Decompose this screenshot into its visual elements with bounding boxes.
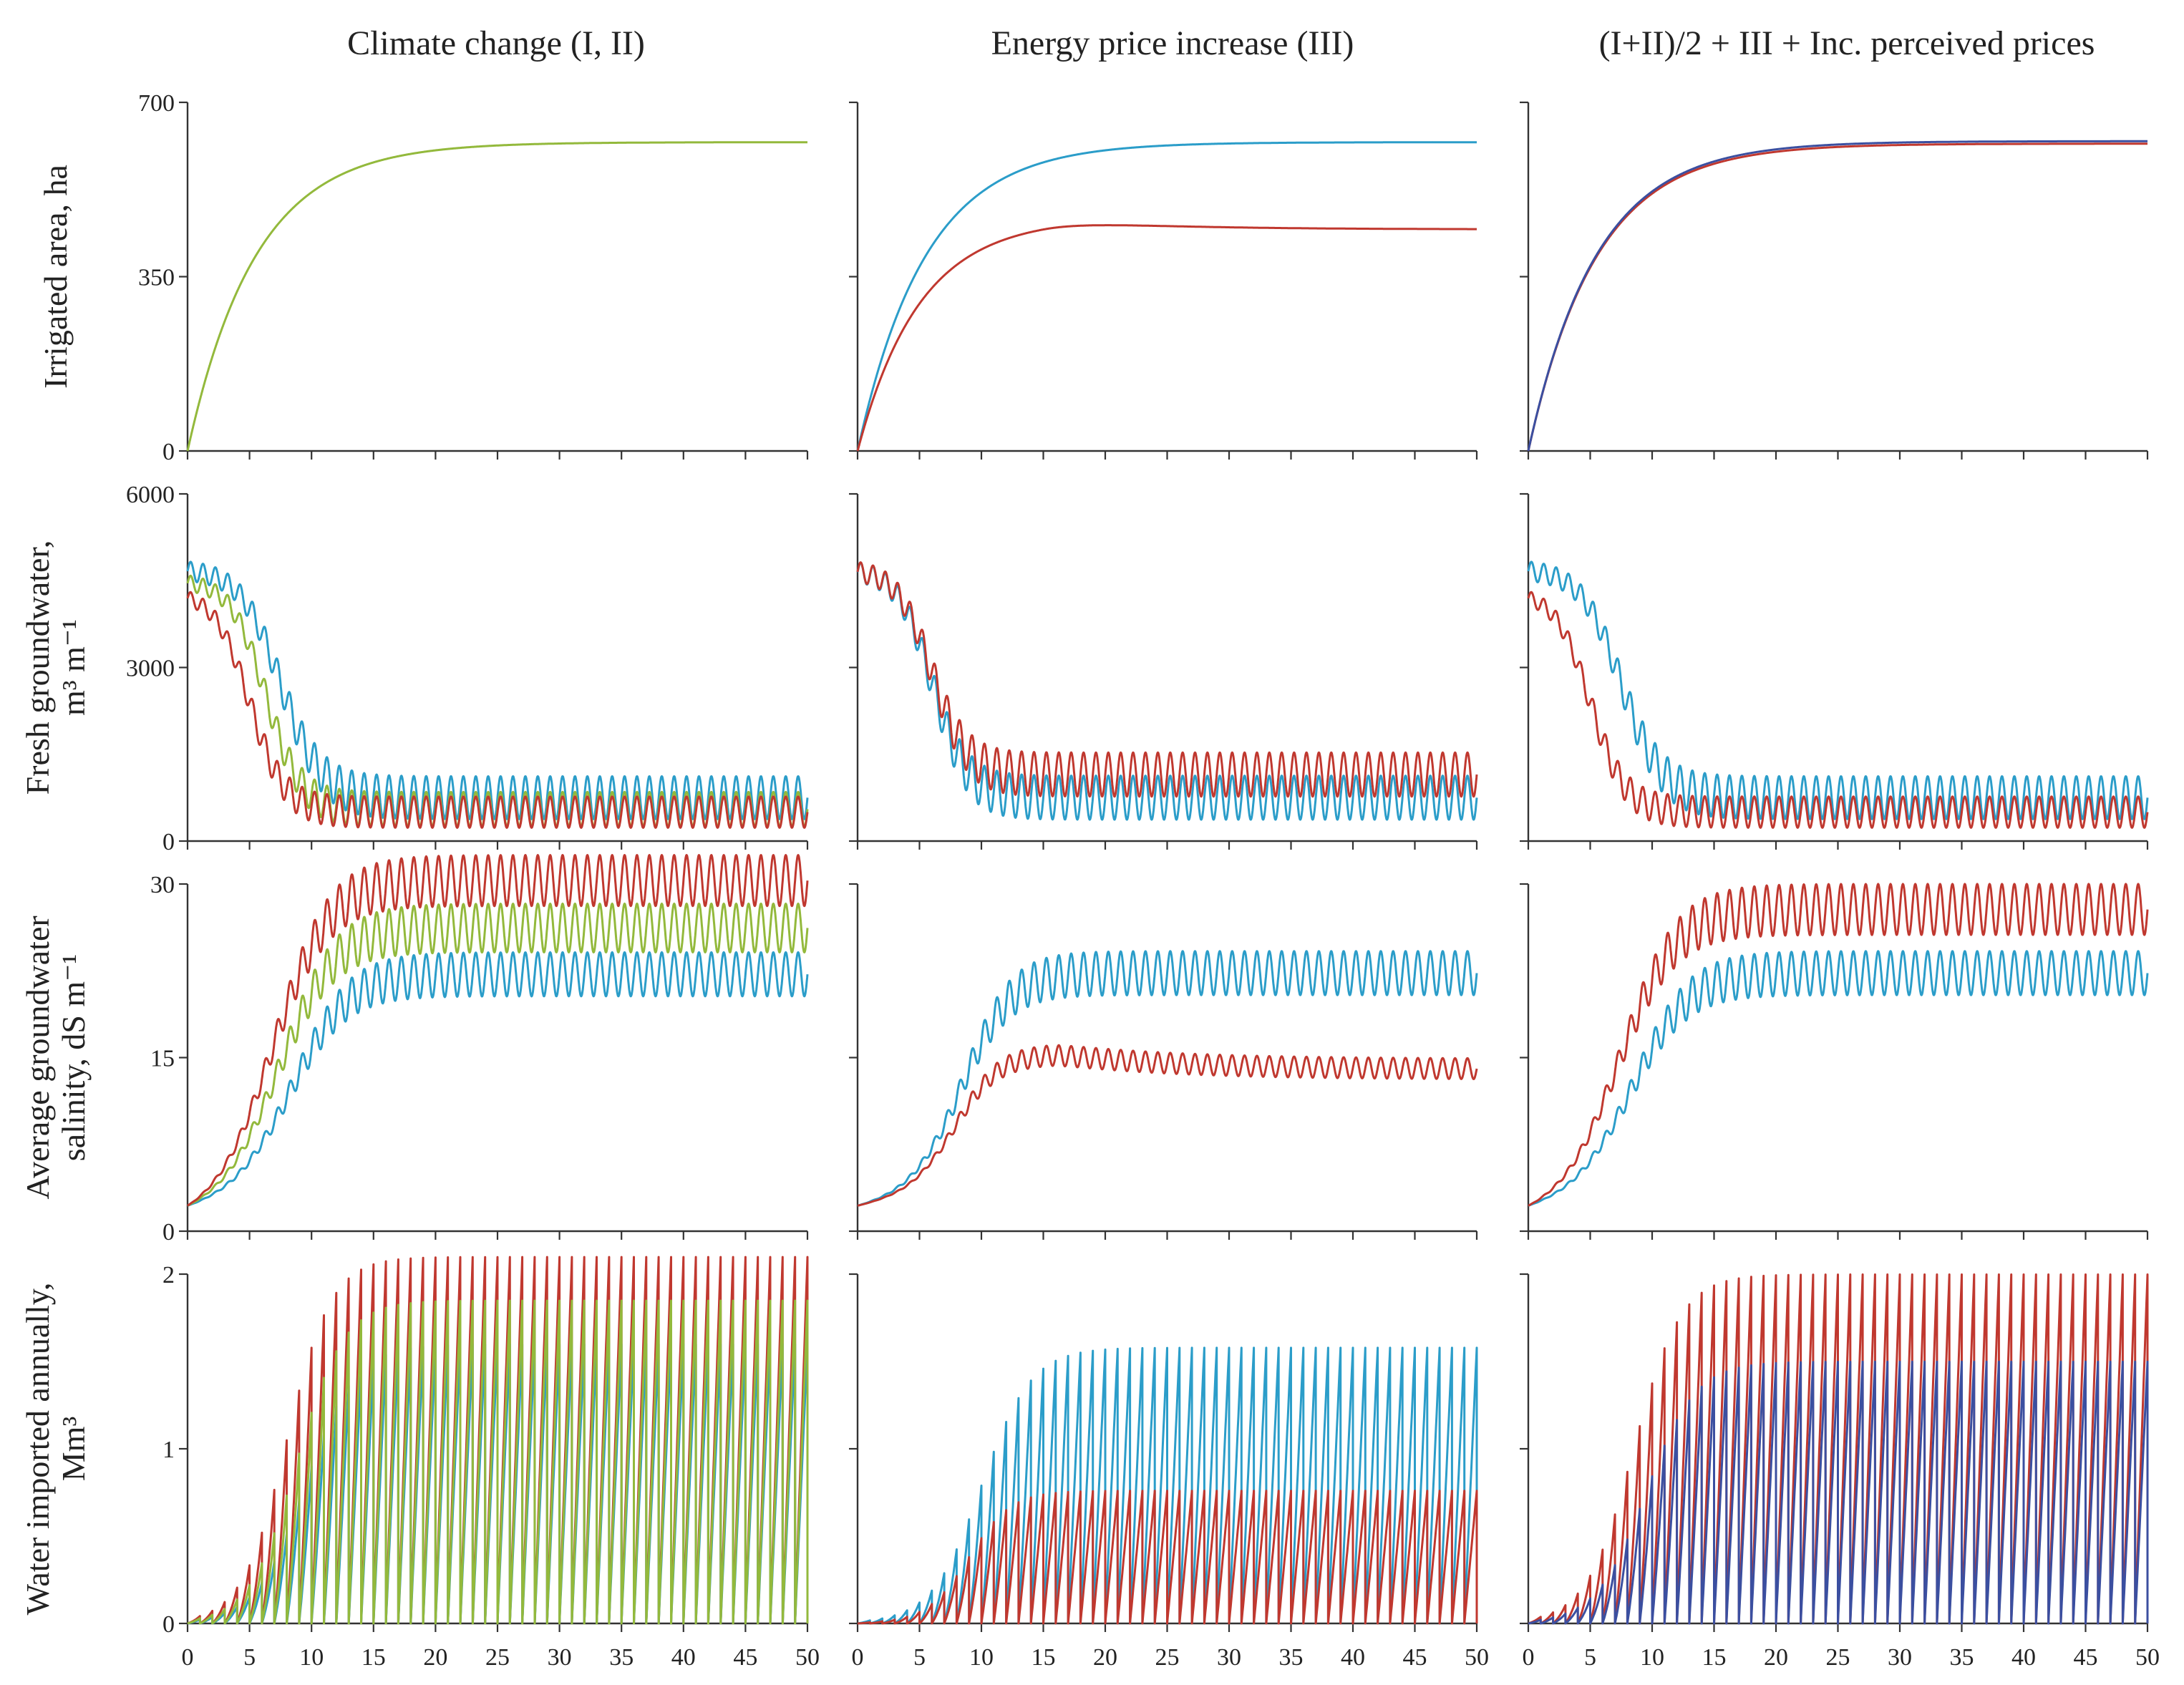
column-title-3: (I+II)/2 + III + Inc. perceived prices <box>1599 24 2095 62</box>
row-label-2: Fresh groundwater,m³ m⁻¹ <box>19 540 92 795</box>
x-tick-label: 30 <box>1888 1644 1912 1671</box>
series-blue <box>186 560 809 820</box>
y-tick-label: 15 <box>150 1046 175 1072</box>
column-title-2: Energy price increase (III) <box>991 24 1354 62</box>
x-tick-label: 20 <box>1093 1644 1117 1671</box>
series-blue <box>1527 560 2149 820</box>
x-tick-label: 45 <box>2074 1644 2098 1671</box>
series-green <box>186 141 809 452</box>
x-tick-label: 35 <box>1279 1644 1304 1671</box>
series-blue <box>856 141 1478 452</box>
row-label-1: Irrigated area, ha <box>37 165 74 389</box>
series-red <box>856 224 1478 452</box>
row-label-line: m³ m⁻¹ <box>55 619 92 716</box>
row-label-3: Average groundwatersalinity, dS m⁻¹ <box>19 916 92 1199</box>
panel-r1-c2 <box>849 101 1478 460</box>
series-red <box>856 561 1478 798</box>
x-tick-label: 5 <box>243 1644 256 1671</box>
y-tick-label: 2 <box>162 1262 175 1288</box>
row-label-4: Water imported annually,Mm³ <box>19 1283 92 1616</box>
series-red <box>856 1044 1478 1207</box>
x-tick-label: 5 <box>1584 1644 1596 1671</box>
series-red <box>1527 142 2149 452</box>
panel-r2-c3 <box>1520 492 2149 850</box>
panel-r3-c2 <box>849 883 1478 1240</box>
y-tick-label: 700 <box>138 90 175 117</box>
row-label-line: Fresh groundwater, <box>19 540 56 795</box>
row-label-line: salinity, dS m⁻¹ <box>55 954 92 1161</box>
x-tick-label: 20 <box>423 1644 447 1671</box>
series-red <box>186 854 809 1207</box>
x-tick-label: 40 <box>671 1644 696 1671</box>
x-tick-label: 0 <box>852 1644 864 1671</box>
panel-r1-c3 <box>1520 101 2149 460</box>
panel-r3-c3 <box>1520 883 2149 1240</box>
x-tick-label: 35 <box>609 1644 634 1671</box>
series-red <box>1527 591 2149 829</box>
x-tick-label: 15 <box>1032 1644 1056 1671</box>
series-red <box>857 1490 1478 1625</box>
x-tick-label: 40 <box>1341 1644 1365 1671</box>
x-tick-label: 30 <box>1217 1644 1241 1671</box>
panel-r4-c3: 0 5 10 15 20 25 30 35 40 45 50 <box>1520 1273 2160 1671</box>
x-tick-label: 10 <box>299 1644 324 1671</box>
series-green <box>186 903 809 1207</box>
x-tick-label: 50 <box>2135 1644 2160 1671</box>
x-tick-label: 10 <box>1640 1644 1664 1671</box>
row-labels: Irrigated area, ha Fresh groundwater,m³ m… <box>19 165 92 1615</box>
y-tick-label: 350 <box>138 265 175 291</box>
x-tick-label: 20 <box>1764 1644 1788 1671</box>
series-green <box>187 1299 809 1625</box>
x-tick-label: 50 <box>1465 1644 1489 1671</box>
panel-r1-c1: 0 350 700 <box>138 90 809 465</box>
y-tick-label: 0 <box>162 439 175 465</box>
series-blue <box>856 950 1478 1207</box>
y-tick-label: 0 <box>162 829 175 855</box>
x-tick-label: 35 <box>1950 1644 1974 1671</box>
x-tick-label: 0 <box>182 1644 194 1671</box>
panel-r2-c1: 0 3000 6000 <box>126 482 809 855</box>
series-blue <box>856 561 1478 821</box>
panel-r4-c2: 0 5 10 15 20 25 30 35 40 45 50 <box>849 1273 1489 1671</box>
x-tick-label: 45 <box>1403 1644 1427 1671</box>
y-tick-label: 1 <box>162 1437 175 1463</box>
y-tick-label: 30 <box>150 872 175 898</box>
series-navy <box>1527 140 2149 452</box>
x-tick-label: 15 <box>1702 1644 1727 1671</box>
x-tick-label: 45 <box>733 1644 757 1671</box>
row-label-line: Mm³ <box>55 1417 92 1481</box>
x-tick-label: 0 <box>1523 1644 1535 1671</box>
panel-r2-c2 <box>849 492 1478 850</box>
x-tick-label: 25 <box>1155 1644 1180 1671</box>
series-red <box>186 591 809 829</box>
series-red <box>1527 883 2149 1207</box>
panel-r3-c1: 0 15 30 <box>150 854 809 1245</box>
x-tick-label: 40 <box>2011 1644 2036 1671</box>
y-tick-label: 6000 <box>126 482 175 508</box>
row-label-line: Average groundwater <box>19 916 56 1199</box>
x-tick-label: 15 <box>361 1644 386 1671</box>
y-tick-label: 0 <box>162 1611 175 1638</box>
x-tick-label: 10 <box>969 1644 994 1671</box>
x-tick-label: 30 <box>548 1644 572 1671</box>
series-navy <box>1528 1360 2149 1625</box>
column-titles: Climate change (I, II) Energy price incr… <box>347 24 2095 62</box>
series-blue <box>186 951 809 1207</box>
x-tick-label: 25 <box>1826 1644 1850 1671</box>
column-title-1: Climate change (I, II) <box>347 24 645 62</box>
x-tick-label: 50 <box>795 1644 820 1671</box>
x-tick-label: 25 <box>485 1644 510 1671</box>
series-blue <box>1527 950 2149 1207</box>
row-label-line: Irrigated area, ha <box>37 165 74 389</box>
x-tick-label: 5 <box>913 1644 926 1671</box>
row-label-line: Water imported annually, <box>19 1283 56 1616</box>
y-tick-label: 3000 <box>126 656 175 682</box>
y-tick-label: 0 <box>162 1219 175 1245</box>
